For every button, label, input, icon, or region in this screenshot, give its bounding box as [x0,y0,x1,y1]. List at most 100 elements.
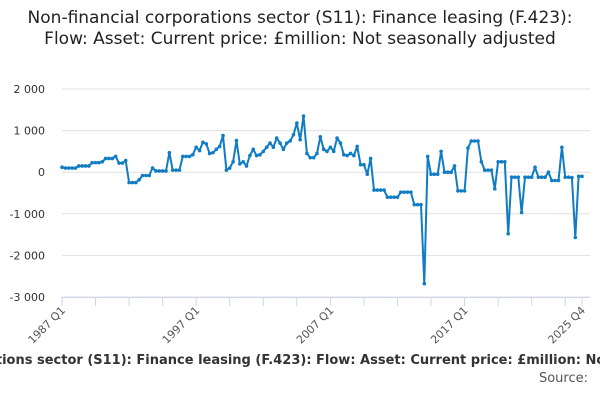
data-point [482,168,487,172]
data-point [127,180,131,185]
data-point [308,155,313,160]
data-point [207,151,212,156]
data-point [137,177,141,182]
data-point [113,154,118,159]
data-point [180,154,185,159]
data-point [539,175,544,179]
data-point [409,190,413,194]
data-point [63,166,68,170]
data-point [469,139,474,143]
data-point [372,188,376,192]
data-point [412,202,417,207]
data-point [157,169,162,173]
data-point [224,168,229,172]
data-point [258,152,262,157]
data-point [221,133,225,138]
data-point [419,202,423,207]
data-point [446,170,450,174]
data-point [201,140,205,145]
data-point [254,153,259,158]
data-point [355,144,360,149]
data-point [214,147,219,152]
source-label: Source: [538,371,588,386]
data-point [513,175,517,179]
data-point [177,168,182,172]
data-point [529,175,534,179]
y-tick-label: -2 000 [10,249,45,262]
data-point [76,164,81,168]
data-point [432,172,437,177]
data-point [103,156,108,161]
data-point [298,137,302,142]
data-point [399,190,403,194]
data-point [331,149,336,154]
x-tick-label: 2025 Q4 [546,304,589,347]
data-point [405,190,410,194]
data-point [456,189,460,193]
data-point [284,141,289,145]
data-point [238,162,242,166]
data-point [509,175,514,179]
data-point [281,147,286,152]
data-point [462,189,467,193]
data-point [70,166,74,170]
x-tick-label: 2007 Q1 [294,304,337,347]
data-point [472,139,477,143]
data-point [523,175,527,179]
data-point [533,165,537,170]
data-point [167,150,172,155]
data-point [140,173,145,178]
data-point [452,164,457,168]
data-point [382,188,386,192]
data-point [576,174,581,179]
data-point [154,169,158,173]
data-point [117,161,121,165]
data-point [402,190,406,194]
data-point [449,170,453,174]
chart-title: Non-financial corporations sector (S11):… [27,8,573,49]
footer-title-marquee: Non-financial corporations sector (S11):… [0,353,600,368]
data-point [164,169,168,173]
data-point [288,139,292,143]
data-point [301,114,306,118]
data-point [560,145,564,150]
data-point [97,160,101,165]
data-point [459,189,464,193]
data-point [543,175,547,179]
data-point [248,153,252,158]
data-point [415,202,420,207]
data-point [506,231,510,236]
data-point [553,178,557,183]
data-point [241,160,245,164]
data-point [566,175,571,179]
data-point [550,178,554,183]
data-point [466,146,470,150]
data-point [107,156,111,161]
data-point [278,141,282,145]
data-point [392,195,396,199]
data-point [80,164,84,168]
data-point [204,142,209,146]
data-point [305,151,309,156]
data-point [231,160,235,164]
data-point [87,164,91,168]
data-point [234,138,239,143]
data-point [499,160,504,164]
data-point [435,172,440,177]
data-point [328,145,333,150]
data-point [321,147,326,152]
data-point [338,141,343,145]
data-point [66,166,71,170]
data-point [486,168,490,172]
data-point [318,135,323,139]
y-tick-label: 2 000 [14,83,46,96]
x-tick-label: 2017 Q1 [428,304,471,347]
data-point [345,153,349,158]
data-point [187,154,192,159]
data-point [492,187,497,191]
data-point [378,188,383,192]
data-point [516,175,521,179]
data-point [268,141,272,145]
data-point [556,178,561,183]
data-point [342,152,346,157]
